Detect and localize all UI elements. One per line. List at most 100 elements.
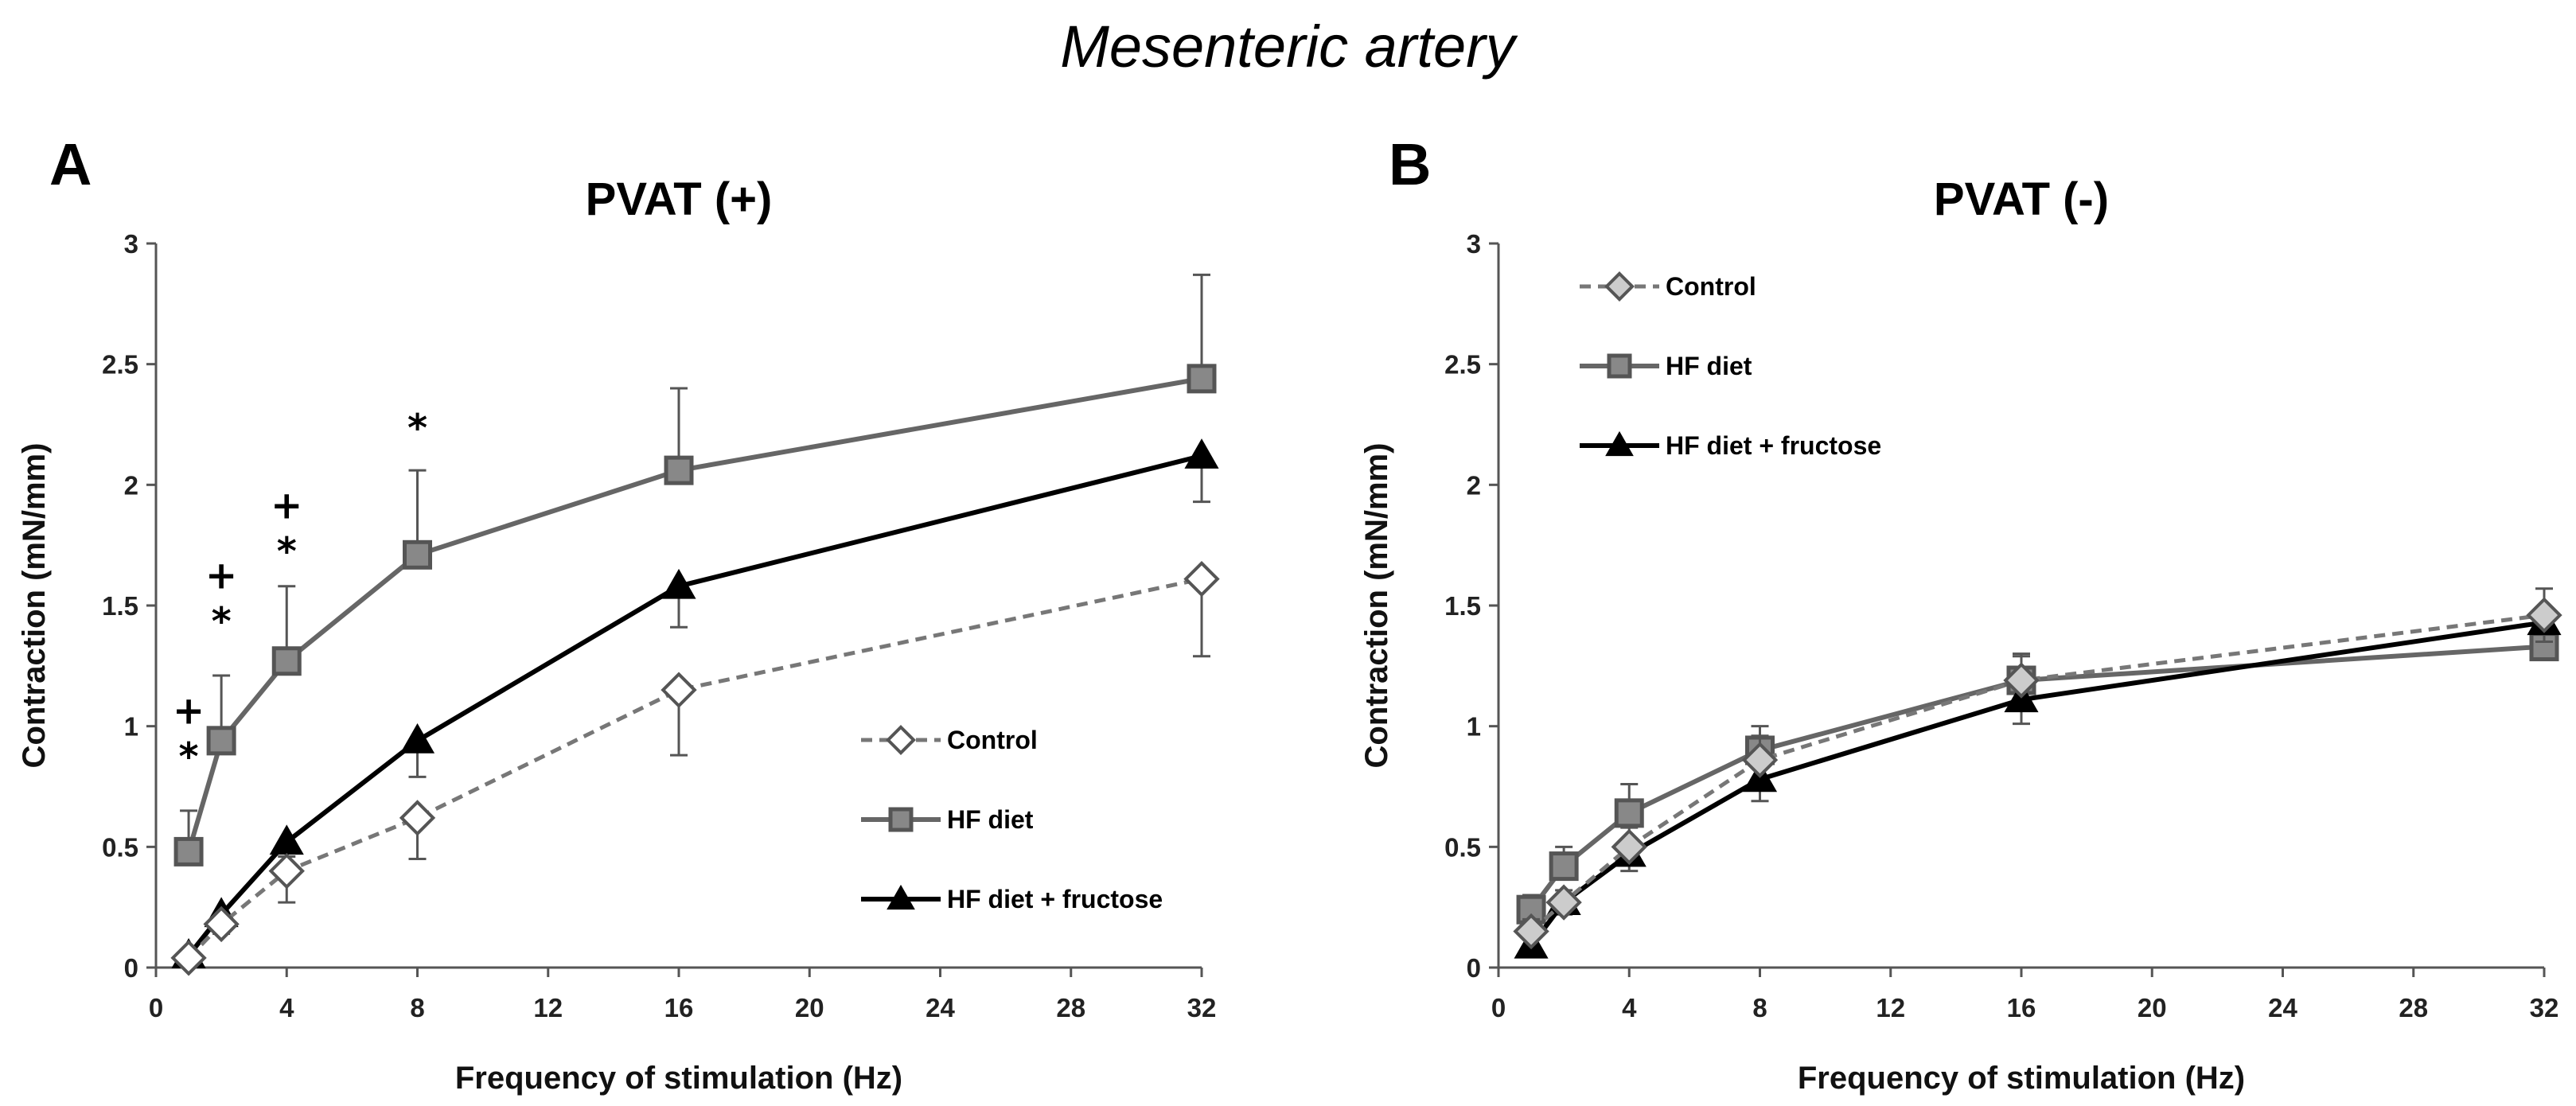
y-tick-label: 3: [124, 229, 138, 259]
panel-b: B PVAT (-) 0 0.5 1 1.5 2 2.5 3 0 4 8 12 16 20 24 28 32 Fre…: [1359, 131, 2562, 1096]
data-point: [2003, 662, 2040, 699]
data-point: [2526, 597, 2562, 633]
x-tick-label: 8: [410, 993, 424, 1022]
data-point: [268, 852, 305, 890]
series-control: [170, 560, 1220, 976]
y-tick-label: 2.5: [102, 350, 138, 380]
data-point: [399, 800, 436, 836]
data-point: [1184, 438, 1219, 469]
x-tick-label: 12: [533, 993, 563, 1022]
x-tick-label: 4: [279, 993, 294, 1022]
x-tick-label: 28: [1056, 993, 1085, 1022]
x-tick-label: 16: [2007, 993, 2036, 1022]
data-point: [1513, 913, 1549, 950]
x-tick-label: 24: [2268, 993, 2297, 1022]
x-tick-label: 0: [1491, 993, 1506, 1022]
legend-label: HF diet: [1666, 352, 1752, 380]
legend: Control HF diet HF diet + fructose: [861, 725, 1163, 913]
y-tick-label: 2.5: [1444, 350, 1481, 380]
figure-title: Mesenteric artery: [1060, 14, 1518, 80]
legend-marker: [886, 725, 916, 755]
y-axis-label: Contraction (mN/mm): [1359, 443, 1394, 769]
y-tick-label: 0: [1467, 953, 1481, 983]
x-tick-label: 24: [926, 993, 955, 1022]
data-point: [403, 539, 432, 570]
panel-title: PVAT (+): [586, 173, 773, 225]
legend-marker: [888, 807, 914, 832]
x-axis-label: Frequency of stimulation (Hz): [1798, 1061, 2245, 1096]
data-point: [173, 836, 204, 866]
significance-marker: +*: [205, 553, 237, 644]
legend-marker: [1604, 271, 1635, 302]
x-tick-label: 20: [2138, 993, 2167, 1022]
series-hf_fructose: [1514, 605, 2562, 959]
data-point: [269, 824, 304, 855]
x-tick-label: 16: [664, 993, 694, 1022]
x-tick-label: 32: [1187, 993, 1217, 1022]
data-point: [203, 905, 240, 943]
legend-label: Control: [1666, 272, 1756, 301]
panel-a: A PVAT (+) 0 0.5 1 1.5 2 2.5 3 0 4 8 12 16 20 24 28 32 Fre…: [17, 131, 1220, 1096]
significance-marker: +*: [271, 483, 302, 574]
y-tick-label: 0.5: [102, 832, 138, 862]
panel-letter: B: [1389, 131, 1431, 197]
data-point: [664, 455, 694, 485]
series-line: [1530, 613, 2545, 933]
data-point: [1187, 364, 1217, 394]
data-point: [271, 646, 302, 676]
legend-label: HF diet: [947, 805, 1034, 834]
data-point: [1741, 742, 1779, 778]
panel-letter: A: [49, 131, 92, 197]
series-line: [186, 454, 1202, 957]
legend: Control HF diet HF diet + fructose: [1580, 271, 1881, 460]
y-tick-label: 0.5: [1444, 832, 1481, 862]
x-tick-label: 28: [2399, 993, 2428, 1022]
data-point: [1614, 798, 1644, 828]
significance-symbol: *: [277, 529, 297, 574]
x-tick-label: 32: [2530, 993, 2559, 1022]
data-point: [661, 672, 697, 708]
legend-marker: [1607, 353, 1632, 379]
x-tick-label: 4: [1622, 993, 1637, 1022]
series-line: [186, 376, 1202, 853]
y-tick-label: 3: [1467, 229, 1481, 259]
significance-symbol: *: [407, 407, 427, 451]
significance-marker: +*: [173, 688, 205, 779]
data-point: [1611, 828, 1647, 866]
significance-symbol: *: [179, 734, 199, 779]
y-tick-label: 1.5: [102, 591, 138, 621]
significance-symbol: +: [271, 483, 302, 528]
series-control: [1513, 587, 2562, 950]
significance-symbol: *: [212, 599, 232, 644]
data-point: [399, 723, 435, 754]
legend-marker: [887, 884, 915, 910]
x-tick-label: 20: [795, 993, 824, 1022]
panel-title: PVAT (-): [1934, 173, 2109, 225]
legend-label: HF diet + fructose: [947, 885, 1163, 913]
legend-label: HF diet + fructose: [1666, 431, 1881, 460]
data-point: [1545, 884, 1582, 921]
x-tick-label: 8: [1752, 993, 1767, 1022]
data-point: [1183, 560, 1220, 598]
y-tick-label: 1: [1467, 712, 1481, 742]
x-tick-label: 0: [149, 993, 163, 1022]
x-tick-label: 12: [1876, 993, 1905, 1022]
y-tick-label: 1.5: [1444, 591, 1481, 621]
significance-marker: *: [407, 407, 427, 451]
significance-symbol: +: [205, 553, 237, 598]
y-axis-label: Contraction (mN/mm): [17, 443, 52, 769]
series-line: [1529, 644, 2545, 912]
data-point: [1549, 851, 1579, 882]
y-tick-label: 2: [1467, 470, 1481, 500]
y-tick-label: 2: [124, 470, 138, 500]
data-point: [206, 726, 236, 756]
series-hf: [173, 273, 1217, 866]
series-line: [1529, 620, 2545, 948]
y-tick-label: 1: [124, 712, 138, 742]
y-tick-label: 0: [124, 953, 138, 983]
legend-marker: [1605, 430, 1634, 457]
x-axis-label: Frequency of stimulation (Hz): [455, 1061, 902, 1096]
data-point: [170, 940, 207, 976]
significance-symbol: +: [173, 688, 205, 733]
